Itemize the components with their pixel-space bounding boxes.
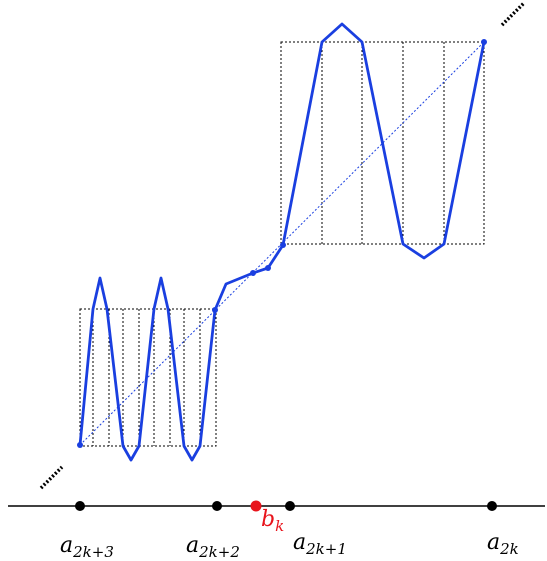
axis-point-a-2k2 (212, 501, 222, 511)
axis-point-a-2k1 (285, 501, 295, 511)
label-a-2k2: a2k+2 (186, 533, 240, 561)
curve-points (77, 39, 487, 448)
curve-point (280, 242, 286, 248)
diagonal-extension-top (500, 1, 526, 27)
axis-point-b-k (250, 500, 262, 512)
label-a-2k: a2k (487, 530, 519, 558)
label-a-2k3: a2k+3 (60, 533, 114, 561)
label-b-k: bk (261, 507, 285, 535)
label-a-2k1: a2k+1 (293, 530, 347, 558)
right-box (280, 41, 485, 245)
axis-point-a-2k (487, 501, 497, 511)
curve-point (212, 307, 218, 313)
curve-point (77, 442, 83, 448)
curve-point (481, 39, 487, 45)
diagonal-extension-bottom (39, 465, 64, 490)
axis-point-a-2k3 (75, 501, 85, 511)
curve-point (250, 270, 256, 276)
curve-point (265, 265, 271, 271)
left-box (79, 308, 217, 447)
oscillating-curve (78, 22, 486, 462)
